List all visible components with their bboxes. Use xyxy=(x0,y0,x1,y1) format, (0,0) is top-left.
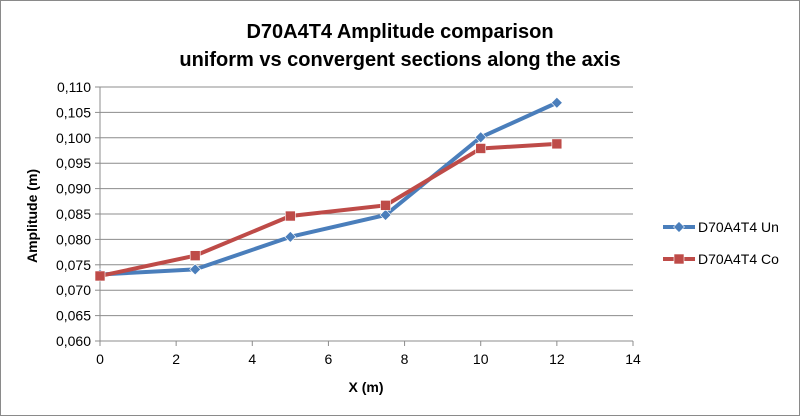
data-point xyxy=(189,263,202,276)
y-tick-label: 0,105 xyxy=(56,104,91,120)
x-tick-label: 10 xyxy=(473,351,489,367)
legend-marker xyxy=(673,253,685,265)
y-tick-label: 0,100 xyxy=(56,130,91,146)
series-line xyxy=(98,141,559,278)
y-tick-label: 0,110 xyxy=(57,79,91,95)
x-tick-label: 4 xyxy=(248,351,256,367)
series-diamond xyxy=(94,96,563,281)
y-tick-label: 0,060 xyxy=(56,333,91,349)
data-point xyxy=(94,270,106,282)
x-axis-title: X (m) xyxy=(349,379,384,395)
y-tick-label: 0,080 xyxy=(56,231,91,247)
chart-title-line-2: uniform vs convergent sections along the… xyxy=(179,49,620,71)
x-tick-label: 0 xyxy=(96,351,104,367)
series-line xyxy=(98,100,559,277)
legend-label: D70A4T4 Un xyxy=(698,219,779,235)
data-point xyxy=(380,200,391,211)
data-point xyxy=(284,230,297,243)
data-point xyxy=(474,131,487,144)
legend-marker xyxy=(673,221,685,233)
y-tick-label: 0,090 xyxy=(56,181,91,197)
legend: D70A4T4 Un D70A4T4 Co xyxy=(663,219,779,267)
x-tick-label: 8 xyxy=(401,351,409,367)
y-tick-label: 0,075 xyxy=(56,257,91,273)
data-point xyxy=(550,96,563,109)
data-point xyxy=(285,210,296,222)
y-tick-label: 0,095 xyxy=(56,155,91,171)
legend-label: D70A4T4 Co xyxy=(698,251,779,267)
series-square xyxy=(94,138,563,282)
chart-title-line-1: D70A4T4 Amplitude comparison xyxy=(246,21,553,43)
y-tick-label: 0,085 xyxy=(56,206,91,222)
x-tick-label: 14 xyxy=(625,351,641,367)
axes: 0,060 0,065 0,070 0,075 0,080 0,085 0,090 0,095… xyxy=(56,79,641,367)
legend-item: D70A4T4 Co xyxy=(663,251,779,267)
grid xyxy=(100,86,633,317)
series-layer xyxy=(94,96,563,282)
data-point xyxy=(475,143,487,154)
y-axis-title: Amplitude (m) xyxy=(24,169,40,263)
x-tick-label: 2 xyxy=(172,351,180,367)
x-tick-label: 6 xyxy=(325,351,333,367)
data-point xyxy=(551,138,563,150)
x-tick-label: 12 xyxy=(549,351,565,367)
y-tick-label: 0,070 xyxy=(56,282,91,298)
y-tick-label: 0,065 xyxy=(56,308,91,324)
data-point xyxy=(379,209,392,221)
data-point xyxy=(189,250,201,261)
legend-item: D70A4T4 Un xyxy=(663,219,779,235)
